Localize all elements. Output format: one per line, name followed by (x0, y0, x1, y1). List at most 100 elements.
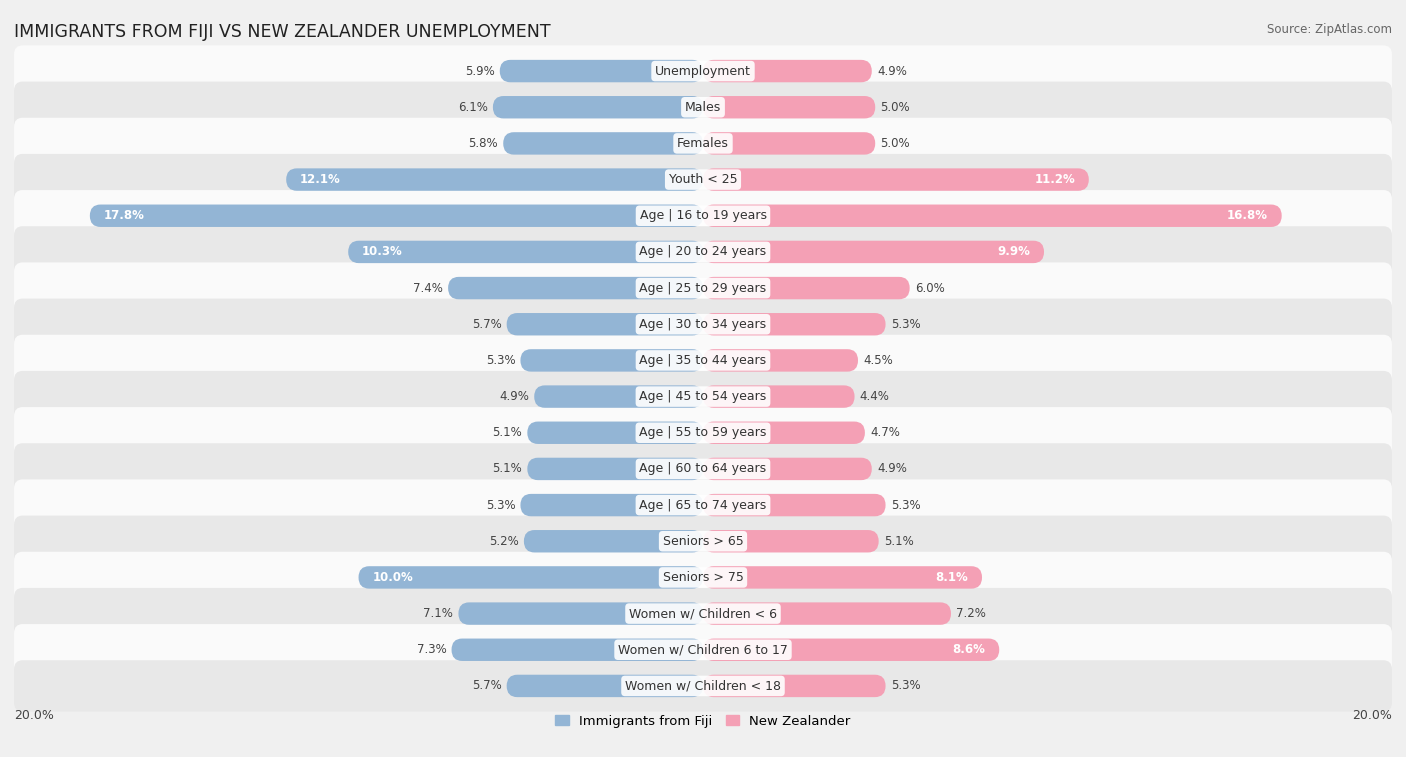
FancyBboxPatch shape (14, 371, 1392, 422)
Text: Source: ZipAtlas.com: Source: ZipAtlas.com (1267, 23, 1392, 36)
Text: 20.0%: 20.0% (1353, 709, 1392, 722)
FancyBboxPatch shape (703, 458, 872, 480)
FancyBboxPatch shape (703, 277, 910, 299)
FancyBboxPatch shape (14, 263, 1392, 313)
Text: Age | 30 to 34 years: Age | 30 to 34 years (640, 318, 766, 331)
Text: 7.1%: 7.1% (423, 607, 453, 620)
FancyBboxPatch shape (494, 96, 703, 118)
Text: 5.3%: 5.3% (891, 318, 921, 331)
FancyBboxPatch shape (527, 422, 703, 444)
FancyBboxPatch shape (703, 422, 865, 444)
Text: Women w/ Children 6 to 17: Women w/ Children 6 to 17 (619, 643, 787, 656)
FancyBboxPatch shape (14, 154, 1392, 205)
FancyBboxPatch shape (14, 298, 1392, 350)
FancyBboxPatch shape (14, 516, 1392, 567)
Text: 5.3%: 5.3% (485, 354, 515, 367)
Text: 4.7%: 4.7% (870, 426, 900, 439)
Text: 4.9%: 4.9% (499, 390, 529, 403)
Text: 5.7%: 5.7% (472, 318, 502, 331)
Text: 8.1%: 8.1% (935, 571, 969, 584)
FancyBboxPatch shape (703, 603, 950, 625)
FancyBboxPatch shape (14, 45, 1392, 97)
FancyBboxPatch shape (506, 313, 703, 335)
FancyBboxPatch shape (506, 674, 703, 697)
Text: Age | 20 to 24 years: Age | 20 to 24 years (640, 245, 766, 258)
Text: 10.3%: 10.3% (361, 245, 402, 258)
Text: 6.0%: 6.0% (915, 282, 945, 294)
FancyBboxPatch shape (703, 639, 1000, 661)
FancyBboxPatch shape (703, 674, 886, 697)
Legend: Immigrants from Fiji, New Zealander: Immigrants from Fiji, New Zealander (550, 709, 856, 734)
FancyBboxPatch shape (703, 313, 886, 335)
Text: 5.0%: 5.0% (880, 137, 910, 150)
Text: 5.3%: 5.3% (485, 499, 515, 512)
Text: Women w/ Children < 6: Women w/ Children < 6 (628, 607, 778, 620)
Text: Unemployment: Unemployment (655, 64, 751, 77)
FancyBboxPatch shape (499, 60, 703, 83)
FancyBboxPatch shape (90, 204, 703, 227)
Text: 6.1%: 6.1% (458, 101, 488, 114)
FancyBboxPatch shape (703, 530, 879, 553)
FancyBboxPatch shape (287, 168, 703, 191)
Text: 7.4%: 7.4% (413, 282, 443, 294)
Text: 5.0%: 5.0% (880, 101, 910, 114)
FancyBboxPatch shape (703, 566, 981, 589)
Text: 5.1%: 5.1% (492, 463, 522, 475)
FancyBboxPatch shape (703, 204, 1282, 227)
Text: 5.7%: 5.7% (472, 680, 502, 693)
Text: 7.3%: 7.3% (416, 643, 446, 656)
Text: 17.8%: 17.8% (104, 209, 145, 223)
FancyBboxPatch shape (14, 624, 1392, 675)
Text: 11.2%: 11.2% (1035, 173, 1076, 186)
FancyBboxPatch shape (703, 241, 1045, 263)
Text: 12.1%: 12.1% (299, 173, 340, 186)
Text: 5.1%: 5.1% (492, 426, 522, 439)
FancyBboxPatch shape (703, 96, 875, 118)
Text: Age | 65 to 74 years: Age | 65 to 74 years (640, 499, 766, 512)
Text: Seniors > 75: Seniors > 75 (662, 571, 744, 584)
FancyBboxPatch shape (14, 552, 1392, 603)
FancyBboxPatch shape (14, 82, 1392, 133)
Text: Age | 16 to 19 years: Age | 16 to 19 years (640, 209, 766, 223)
FancyBboxPatch shape (524, 530, 703, 553)
Text: 5.9%: 5.9% (465, 64, 495, 77)
Text: Females: Females (678, 137, 728, 150)
Text: 5.3%: 5.3% (891, 680, 921, 693)
FancyBboxPatch shape (14, 588, 1392, 639)
FancyBboxPatch shape (14, 190, 1392, 241)
Text: Age | 25 to 29 years: Age | 25 to 29 years (640, 282, 766, 294)
Text: Women w/ Children < 18: Women w/ Children < 18 (626, 680, 780, 693)
FancyBboxPatch shape (14, 118, 1392, 169)
FancyBboxPatch shape (703, 349, 858, 372)
Text: 5.3%: 5.3% (891, 499, 921, 512)
Text: 5.8%: 5.8% (468, 137, 498, 150)
FancyBboxPatch shape (14, 479, 1392, 531)
Text: 16.8%: 16.8% (1227, 209, 1268, 223)
FancyBboxPatch shape (458, 603, 703, 625)
Text: Age | 55 to 59 years: Age | 55 to 59 years (640, 426, 766, 439)
Text: Youth < 25: Youth < 25 (669, 173, 737, 186)
Text: 8.6%: 8.6% (953, 643, 986, 656)
Text: 5.1%: 5.1% (884, 534, 914, 548)
Text: IMMIGRANTS FROM FIJI VS NEW ZEALANDER UNEMPLOYMENT: IMMIGRANTS FROM FIJI VS NEW ZEALANDER UN… (14, 23, 551, 41)
FancyBboxPatch shape (14, 444, 1392, 494)
Text: 4.5%: 4.5% (863, 354, 893, 367)
Text: 10.0%: 10.0% (373, 571, 413, 584)
FancyBboxPatch shape (503, 132, 703, 154)
FancyBboxPatch shape (527, 458, 703, 480)
Text: 7.2%: 7.2% (956, 607, 986, 620)
Text: 5.2%: 5.2% (489, 534, 519, 548)
FancyBboxPatch shape (703, 60, 872, 83)
FancyBboxPatch shape (349, 241, 703, 263)
FancyBboxPatch shape (449, 277, 703, 299)
FancyBboxPatch shape (703, 168, 1088, 191)
Text: Seniors > 65: Seniors > 65 (662, 534, 744, 548)
FancyBboxPatch shape (534, 385, 703, 408)
Text: 20.0%: 20.0% (14, 709, 53, 722)
FancyBboxPatch shape (14, 226, 1392, 278)
Text: 4.4%: 4.4% (859, 390, 890, 403)
FancyBboxPatch shape (703, 132, 875, 154)
FancyBboxPatch shape (14, 407, 1392, 459)
FancyBboxPatch shape (14, 335, 1392, 386)
Text: Age | 45 to 54 years: Age | 45 to 54 years (640, 390, 766, 403)
